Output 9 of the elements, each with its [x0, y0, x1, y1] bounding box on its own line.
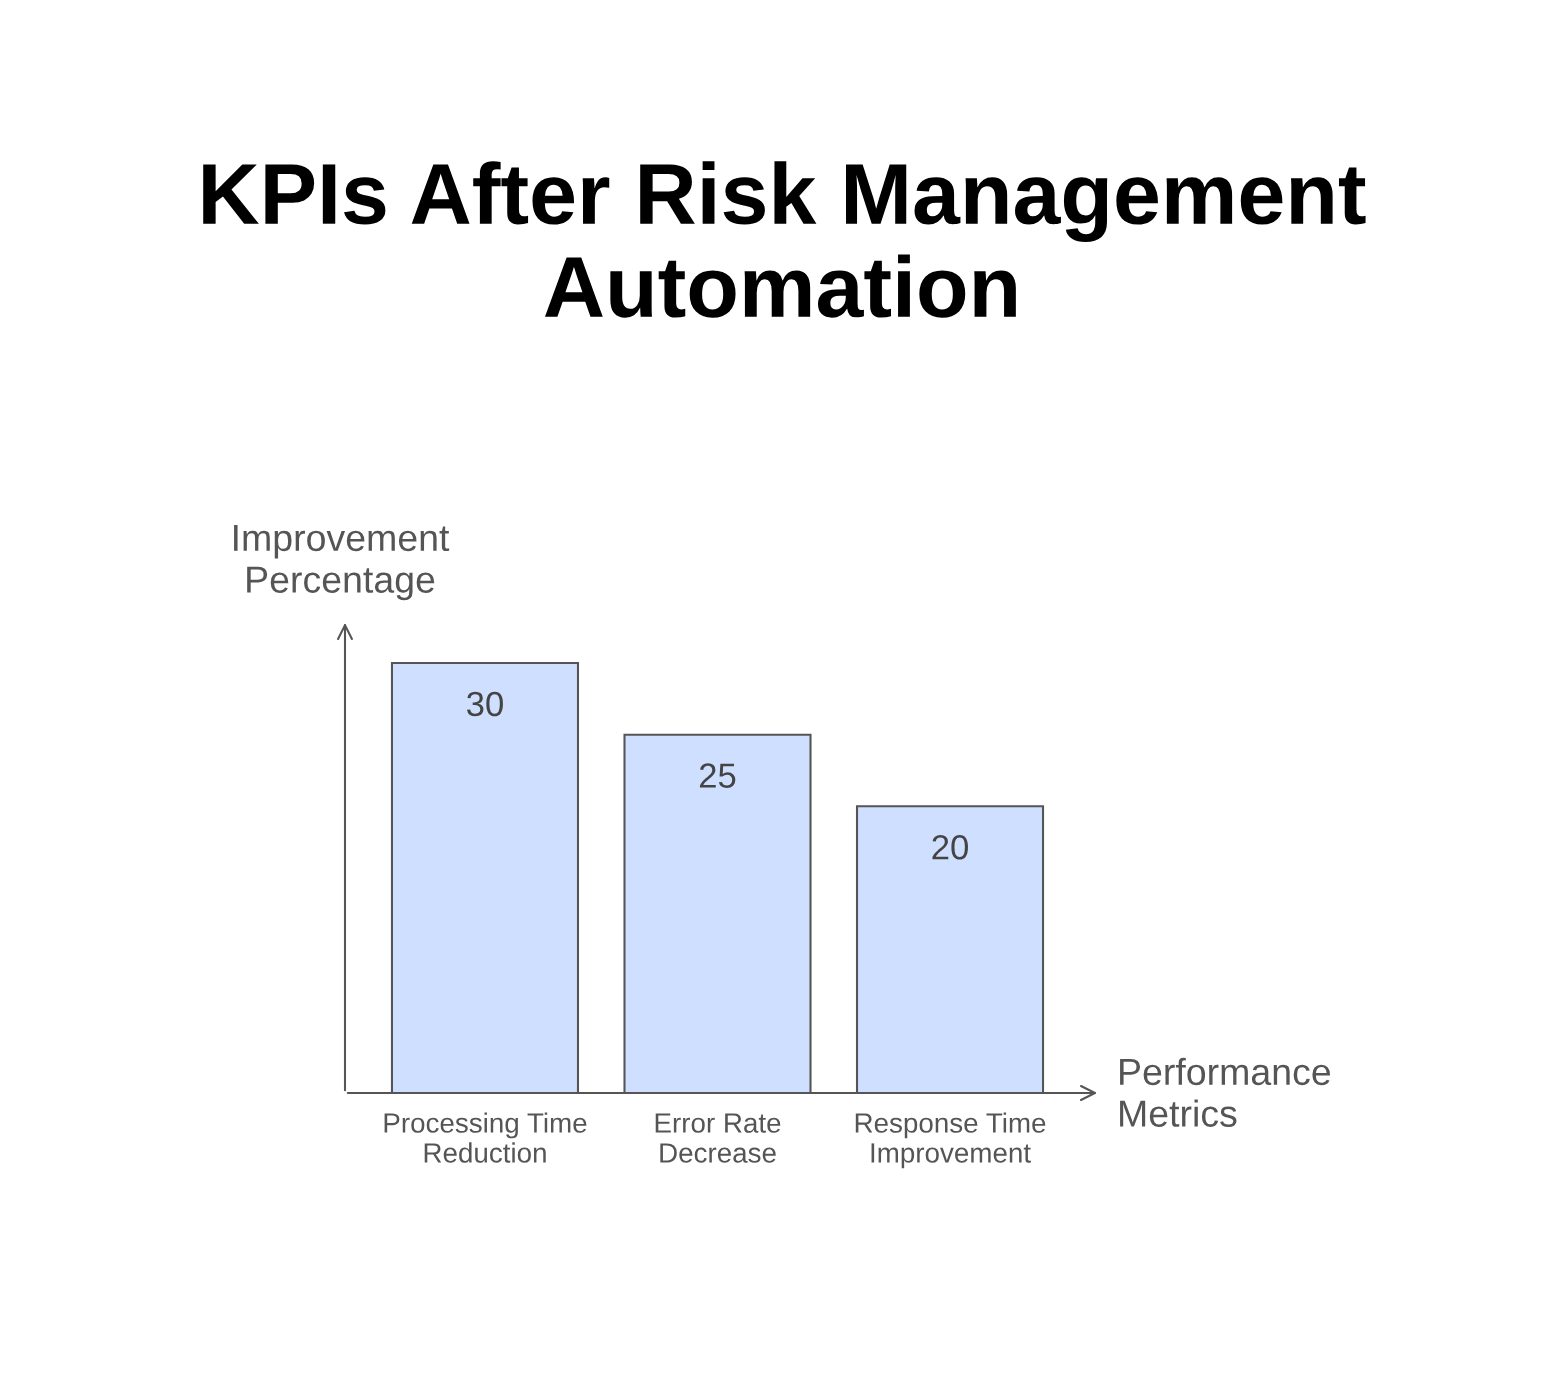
data-label: 30 [466, 691, 503, 717]
y-axis-title: Improvement Percentage [234, 525, 450, 601]
data-label: 20 [932, 835, 968, 860]
x-axis-title: Performance Metrics [1120, 1057, 1331, 1127]
data-label: 25 [699, 763, 736, 788]
x-tick-label: Error Rate Decrease [655, 1113, 781, 1163]
x-tick-label: Response Time Improvement [855, 1112, 1046, 1169]
x-tick-label: Processing Time Reduction [384, 1112, 587, 1163]
chart-title: KPIs After Risk Management Automation [203, 161, 1366, 318]
